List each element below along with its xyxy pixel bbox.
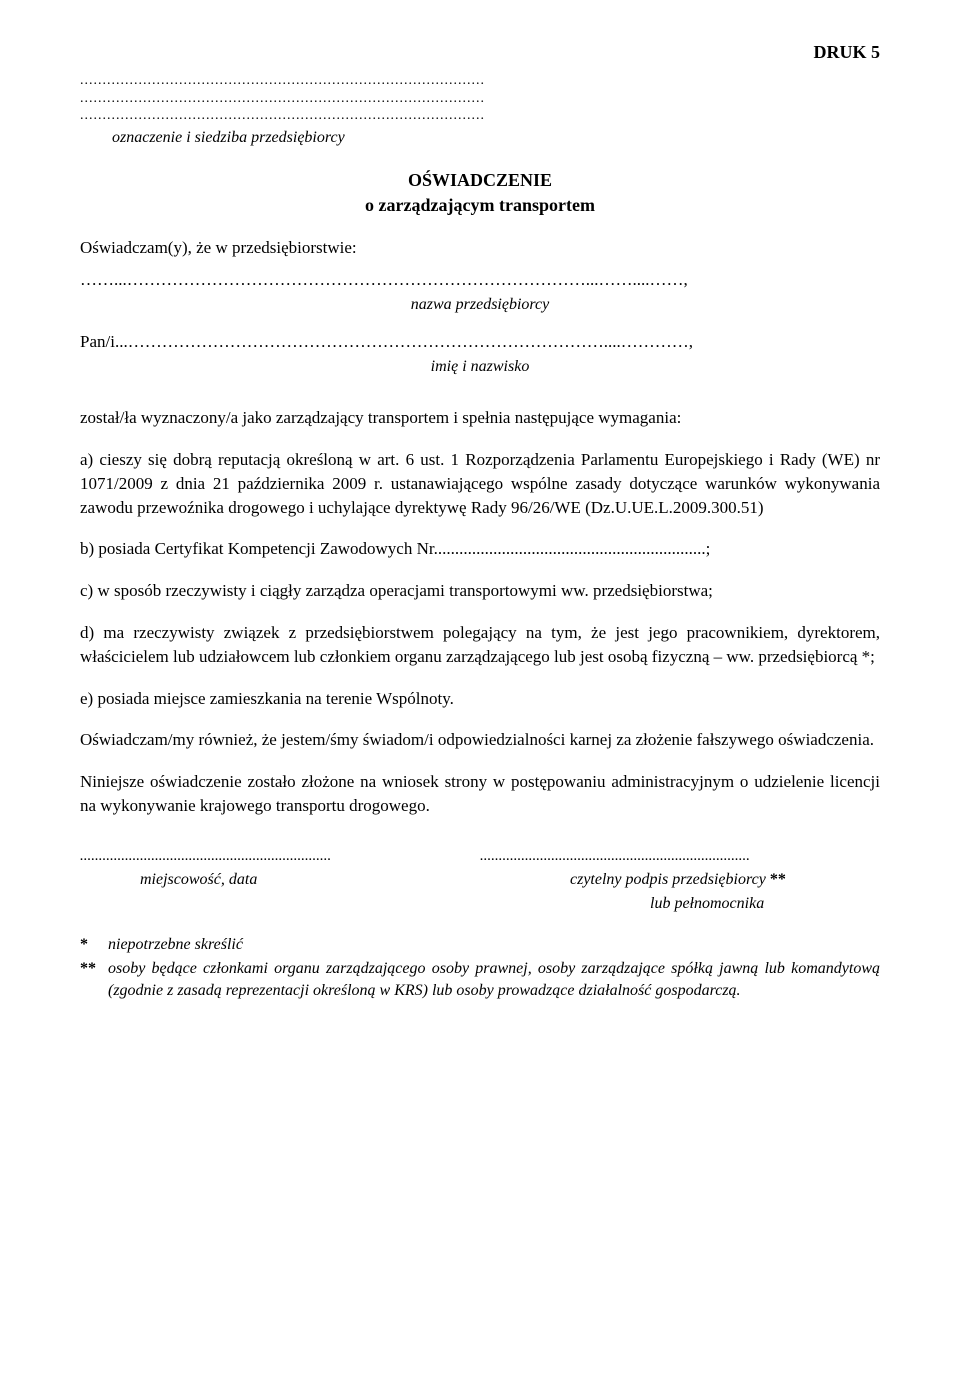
person-caption: imię i nazwisko <box>80 356 880 378</box>
point-e: e) posiada miejsce zamieszkania na teren… <box>80 687 880 711</box>
left-signature-label: miejscowość, data <box>140 869 480 891</box>
right-signature-dots: ........................................… <box>480 846 880 867</box>
declare-line: Oświadczam(y), że w przedsiębiorstwie: <box>80 236 880 260</box>
submission-statement: Niniejsze oświadczenie zostało złożone n… <box>80 770 880 818</box>
signature-row: ........................................… <box>80 846 880 916</box>
right-signature-text: czytelny podpis przedsiębiorcy <box>570 871 770 888</box>
druk-number: DRUK 5 <box>80 40 880 65</box>
dotted-line-1: ........................................… <box>80 73 880 88</box>
point-d: d) ma rzeczywisty związek z przedsiębior… <box>80 621 880 669</box>
dotted-line-3: ........................................… <box>80 108 880 123</box>
document-subtitle: o zarządzającym transportem <box>80 193 880 218</box>
footnote-1: * niepotrzebne skreślić <box>80 934 880 956</box>
footnote-2-mark: ** <box>80 958 108 980</box>
footnote-1-text: niepotrzebne skreślić <box>108 934 880 956</box>
footnote-2-text: osoby będące członkami organu zarządzają… <box>108 958 880 1003</box>
dotted-line-2: ........................................… <box>80 91 880 106</box>
sender-caption: oznaczenie i siedziba przedsiębiorcy <box>112 127 880 149</box>
left-signature-dots: ........................................… <box>80 846 480 867</box>
person-line: Pan/i...…………………………………………………………………………....… <box>80 330 880 354</box>
document-title: OŚWIADCZENIE <box>80 168 880 193</box>
signature-right-col: ........................................… <box>480 846 880 916</box>
right-signature-star: ** <box>770 871 786 888</box>
right-signature-label-1: czytelny podpis przedsiębiorcy ** <box>570 869 880 891</box>
main-paragraph: został/ła wyznaczony/a jako zarządzający… <box>80 406 880 430</box>
right-signature-label-2: lub pełnomocnika <box>650 893 880 915</box>
point-a: a) cieszy się dobrą reputacją określoną … <box>80 448 880 519</box>
company-caption: nazwa przedsiębiorcy <box>80 294 880 316</box>
footnotes: * niepotrzebne skreślić ** osoby będące … <box>80 934 880 1003</box>
footnote-1-mark: * <box>80 934 108 956</box>
company-name-line: ……...………………………………………………………………………...……...… <box>80 268 880 292</box>
signature-left-col: ........................................… <box>80 846 480 916</box>
point-b: b) posiada Certyfikat Kompetencji Zawodo… <box>80 537 880 561</box>
footnote-2: ** osoby będące członkami organu zarządz… <box>80 958 880 1003</box>
point-c: c) w sposób rzeczywisty i ciągły zarządz… <box>80 579 880 603</box>
false-statement-warning: Oświadczam/my również, że jestem/śmy świ… <box>80 728 880 752</box>
